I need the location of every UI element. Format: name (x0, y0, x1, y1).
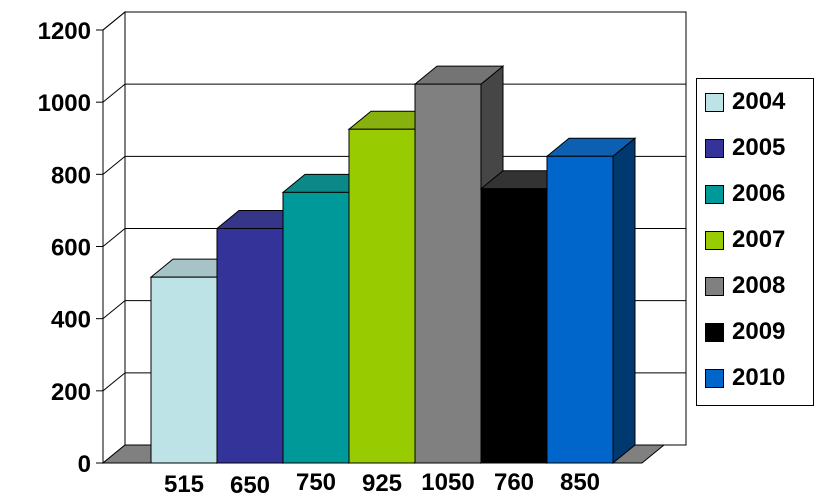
gridline-side (102, 155, 126, 175)
legend-swatch (705, 92, 724, 112)
legend-label: 2007 (732, 226, 786, 253)
legend-swatch (705, 184, 724, 204)
bar-front (282, 191, 350, 464)
y-tick-label: 1200 (38, 18, 91, 45)
legend-label: 2008 (732, 272, 786, 299)
gridline-side (102, 228, 126, 247)
legend-swatch (705, 276, 724, 296)
legend-swatch (705, 230, 724, 250)
legend-label: 2004 (732, 88, 786, 115)
bar-front (480, 188, 548, 464)
y-tick-label: 800 (51, 162, 91, 189)
legend-item: 2010 (705, 363, 785, 393)
y-tick-label: 1000 (38, 90, 91, 117)
y-tick-label: 600 (51, 235, 91, 262)
legend-item: 2004 (705, 87, 785, 117)
y-tick-label: 0 (78, 451, 91, 478)
legend-item: 2009 (705, 317, 785, 347)
legend-item: 2008 (705, 271, 785, 301)
x-category-label: 760 (494, 469, 534, 496)
y-tick-label: 200 (51, 379, 91, 406)
legend-label: 2006 (732, 180, 786, 207)
gridline-side (102, 11, 126, 31)
bar-front (546, 155, 614, 464)
x-category-label: 850 (560, 469, 600, 496)
legend-swatch (705, 322, 724, 342)
x-category-label: 515 (164, 471, 204, 498)
legend-swatch (705, 138, 724, 158)
x-category-label: 925 (362, 470, 402, 497)
legend-label: 2009 (732, 318, 786, 345)
bar-front (348, 128, 416, 464)
bars (149, 65, 637, 465)
legend-label: 2005 (732, 134, 786, 161)
x-axis-category-labels: 515 650 750 925 1050 760 850 (164, 469, 600, 499)
legend-label: 2010 (732, 364, 786, 391)
x-category-label: 650 (230, 472, 270, 499)
bar-front (414, 83, 482, 464)
bar-front (150, 276, 218, 464)
legend-item: 2006 (705, 179, 785, 209)
legend: 2004 2005 2006 2007 2008 2009 2010 (696, 78, 814, 406)
y-tick-label: 400 (51, 307, 91, 334)
y-axis-tick-labels: 0 200 400 600 800 1000 1200 (38, 18, 91, 478)
legend-item: 2005 (705, 133, 785, 163)
bar-2010 (545, 137, 637, 465)
bar-side (612, 137, 636, 465)
gridline-side (102, 372, 126, 392)
legend-swatch (705, 368, 724, 388)
legend-item: 2007 (705, 225, 785, 255)
gridline-side (102, 300, 126, 320)
bar-front (216, 227, 284, 464)
gridline-side (102, 83, 126, 103)
x-category-label: 1050 (421, 469, 474, 496)
x-category-label: 750 (296, 469, 336, 496)
